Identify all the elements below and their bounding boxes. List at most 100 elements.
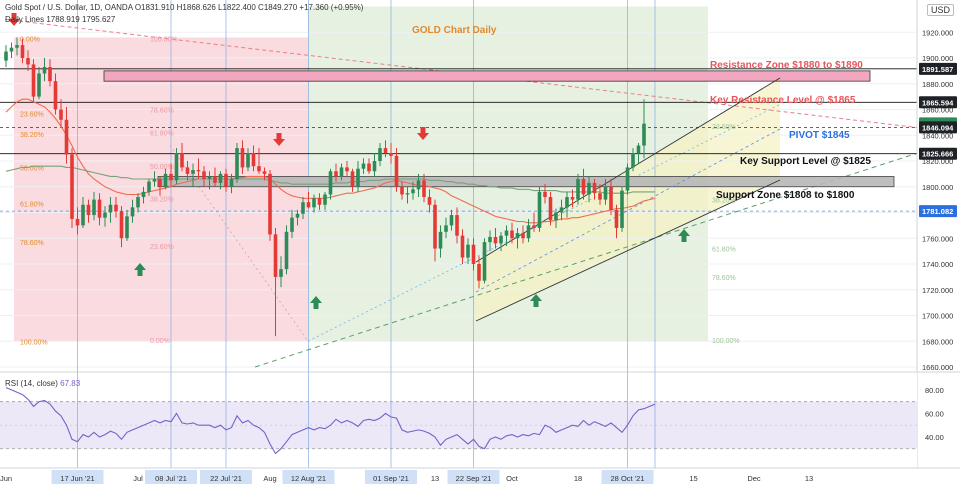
price-tick-label: 1880.000 — [922, 80, 953, 89]
price-candle — [477, 256, 481, 289]
price-candle — [191, 163, 195, 187]
price-candle — [114, 197, 118, 218]
price-candle — [548, 191, 553, 226]
price-candle — [15, 37, 19, 56]
sell-signal-arrow — [8, 13, 20, 26]
price-candle — [455, 207, 459, 244]
price-tick-label: 1740.000 — [922, 260, 953, 269]
price-candle — [64, 106, 69, 164]
price-candle — [400, 181, 404, 200]
price-candle — [317, 193, 322, 210]
currency-selector-button[interactable]: USD — [927, 4, 955, 16]
price-candle — [339, 163, 344, 181]
channel-lower-line — [475, 179, 781, 322]
price-candle — [323, 191, 327, 210]
chart-title: GOLD Chart Daily — [412, 25, 497, 36]
svg-text:1865.594: 1865.594 — [922, 98, 954, 107]
price-candle — [570, 189, 575, 208]
price-tag: 1891.587 — [919, 62, 957, 75]
price-candle — [103, 206, 107, 227]
time-tick-label: 22 Sep '21 — [456, 474, 492, 483]
svg-text:1891.587: 1891.587 — [922, 65, 953, 74]
time-tick-label: 13 — [805, 474, 813, 483]
time-tick-label: 17 Jun '21 — [60, 474, 94, 483]
fib-level-label: 78.60% — [150, 108, 174, 115]
price-candle — [306, 191, 311, 209]
buy-signal-arrow — [310, 296, 322, 309]
price-candle — [196, 158, 201, 180]
svg-text:1846.094: 1846.094 — [922, 123, 954, 132]
uptrend-line — [254, 152, 918, 368]
price-candle — [482, 238, 487, 284]
price-candle — [460, 229, 465, 264]
time-tick-highlight — [282, 470, 335, 484]
time-tick-label: 01 Sep '21 — [373, 474, 409, 483]
fib-level-label: 100.00% — [150, 37, 178, 44]
price-candle — [125, 209, 129, 241]
price-candle — [86, 199, 91, 223]
price-candle — [48, 59, 52, 87]
time-tick-highlight — [447, 470, 500, 484]
price-candle — [471, 238, 476, 271]
price-candle — [136, 193, 140, 213]
price-candle — [290, 209, 294, 239]
fib-level-label: 23.60% — [150, 244, 174, 251]
time-tick-label: Jun — [0, 474, 12, 483]
price-candle — [4, 45, 8, 68]
price-candle — [565, 191, 569, 218]
price-candle — [345, 161, 349, 177]
sell-signal-arrow — [417, 127, 429, 140]
fib-level-label: 0.00% — [150, 338, 170, 345]
price-candle — [213, 167, 217, 187]
time-tick-highlight — [51, 470, 104, 484]
price-candle — [625, 163, 630, 195]
price-candle — [185, 161, 190, 181]
price-candle — [207, 171, 212, 190]
price-candle — [488, 230, 492, 252]
rsi-tick-label: 40.00 — [925, 433, 944, 442]
chart-annotation-label: Key Support Level @ $1825 — [740, 156, 871, 167]
price-candle — [581, 168, 586, 200]
price-candle — [53, 73, 58, 115]
price-tick-label: 1860.000 — [922, 106, 953, 115]
svg-text:1781.082: 1781.082 — [922, 207, 953, 216]
price-candle — [152, 171, 157, 187]
price-candle — [273, 227, 278, 337]
price-candle — [301, 197, 305, 219]
resistance-zone-box — [103, 70, 871, 82]
price-candle — [543, 184, 547, 204]
time-tick-label: Jul — [133, 474, 143, 483]
fib-level-label: 61.80% — [712, 247, 736, 254]
price-candle — [257, 148, 261, 174]
price-candle — [416, 173, 421, 198]
buy-signal-arrow — [678, 229, 690, 242]
time-tick-label: Dec — [747, 474, 761, 483]
price-candle — [262, 167, 267, 181]
price-candle — [405, 186, 410, 204]
price-candle — [163, 168, 168, 190]
price-tick-label: 1700.000 — [922, 312, 953, 321]
price-candle — [499, 231, 503, 252]
fib-level-label: 38.20% — [712, 198, 736, 205]
price-candle — [141, 186, 146, 204]
price-candle — [20, 38, 25, 64]
price-tick-label: 1920.000 — [922, 28, 953, 37]
price-candle — [587, 176, 591, 203]
price-candle — [169, 163, 173, 187]
buy-signal-arrow — [134, 263, 146, 276]
price-candle — [92, 191, 96, 221]
price-candle — [97, 193, 102, 226]
time-tick-label: 13 — [431, 474, 439, 483]
price-candle — [31, 59, 36, 102]
price-candle — [510, 222, 514, 244]
price-tag: 1846.094 — [919, 121, 957, 134]
time-tick-label: 18 — [574, 474, 582, 483]
price-tag: 1865.594 — [919, 96, 957, 109]
price-candle — [218, 171, 223, 190]
rsi-band — [0, 401, 917, 449]
price-candle — [444, 217, 448, 239]
price-candle — [537, 186, 542, 232]
price-candle — [389, 142, 393, 164]
chart-header-ohlc: Gold Spot / U.S. Dollar, 1D, OANDA O1831… — [5, 3, 364, 12]
